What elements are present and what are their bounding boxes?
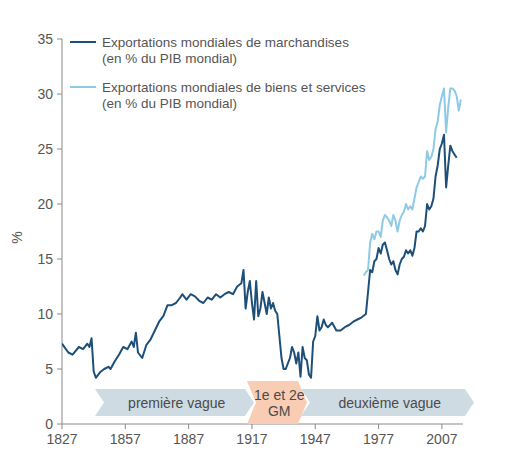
x-tick-label: 1947 — [300, 431, 331, 447]
chart: 0 5 10 15 20 25 30 35 1827 1857 1887 1917 1947 1977 20… — [0, 0, 529, 459]
x-tick-label: 1887 — [173, 431, 204, 447]
annotation-arrow — [301, 389, 474, 416]
y-tick — [57, 39, 62, 40]
annotation-text: 1e et 2e — [254, 387, 305, 403]
x-tick-label: 1977 — [363, 431, 394, 447]
legend-label: Exportations mondiales de biens et servi… — [102, 80, 366, 95]
y-axis-label: % — [9, 231, 25, 243]
annotation-text: deuxième vague — [338, 395, 441, 411]
y-tick — [57, 94, 62, 95]
x-tick — [378, 424, 379, 429]
annotation-text: GM — [268, 403, 291, 419]
y-tick-label: 5 — [45, 361, 53, 377]
y-axis — [62, 39, 63, 424]
y-tick — [57, 204, 62, 205]
x-tick — [125, 424, 126, 429]
annotation-arrow — [95, 389, 254, 416]
y-tick — [57, 314, 62, 315]
y-tick-label: 35 — [37, 31, 53, 47]
x-tick — [315, 424, 316, 429]
x-tick-label: 1827 — [46, 431, 77, 447]
y-tick-label: 30 — [37, 86, 53, 102]
x-tick-label: 1917 — [236, 431, 267, 447]
y-tick-label: 15 — [37, 251, 53, 267]
y-tick-label: 25 — [37, 141, 53, 157]
y-tick — [57, 149, 62, 150]
legend-label: (en % du PIB mondial) — [102, 96, 237, 111]
x-tick — [62, 424, 63, 429]
legend-swatch — [70, 41, 96, 43]
y-tick-label: 10 — [37, 306, 53, 322]
y-tick — [57, 424, 62, 425]
x-tick-label: 2007 — [426, 431, 457, 447]
legend-label: (en % du PIB mondial) — [102, 51, 237, 66]
series-line — [364, 89, 461, 276]
x-tick — [188, 424, 189, 429]
annotation-text: première vague — [128, 395, 225, 411]
y-tick-label: 20 — [37, 196, 53, 212]
plot-area — [62, 89, 461, 378]
legend-swatch — [70, 86, 96, 88]
x-tick — [251, 424, 252, 429]
y-tick — [57, 369, 62, 370]
x-tick — [441, 424, 442, 429]
legend-label: Exportations mondiales de marchandises — [102, 35, 349, 50]
x-tick-label: 1857 — [110, 431, 141, 447]
annotation-arrow — [247, 381, 307, 424]
y-tick-label: 0 — [45, 416, 53, 432]
y-tick — [57, 259, 62, 260]
series-line — [62, 135, 457, 378]
